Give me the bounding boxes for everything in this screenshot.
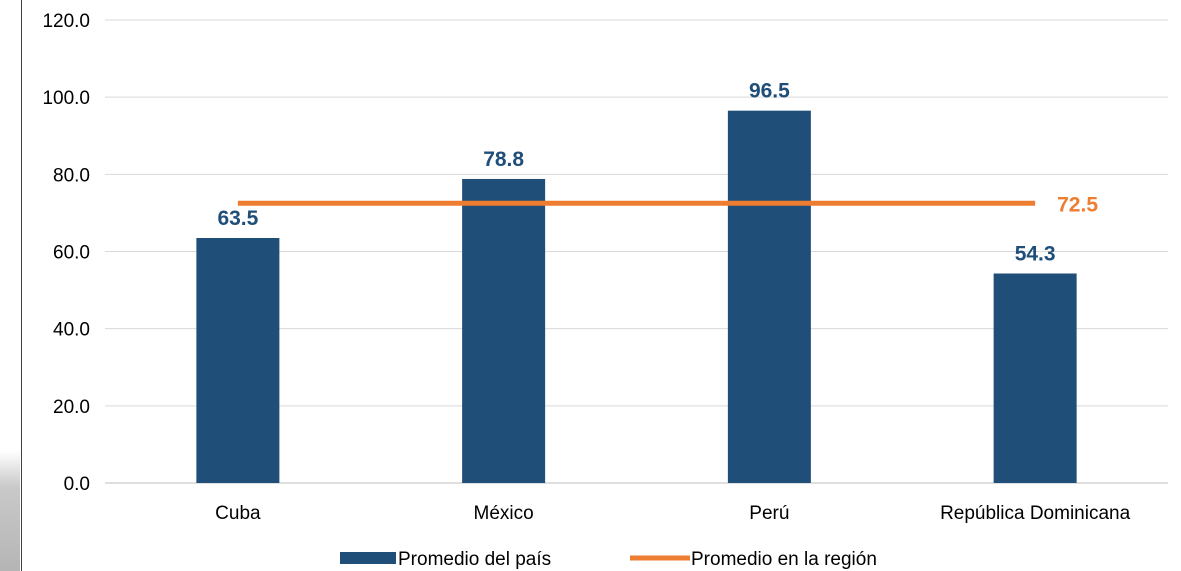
gridlines bbox=[105, 19, 1168, 484]
bar bbox=[462, 178, 546, 484]
y-tick-label: 60.0 bbox=[53, 243, 90, 264]
data-labels: 63.5 78.8 96.5 54.3 72.5 bbox=[217, 80, 1098, 266]
y-tick-label: 40.0 bbox=[53, 320, 90, 341]
bar-data-label: 54.3 bbox=[1015, 242, 1056, 265]
y-tick-label: 0.0 bbox=[64, 474, 90, 495]
y-tick-label: 100.0 bbox=[42, 88, 90, 109]
bar bbox=[993, 273, 1077, 483]
y-axis: 0.0 20.0 40.0 60.0 80.0 100.0 120.0 bbox=[42, 11, 90, 495]
legend: Promedio del país Promedio en la región bbox=[340, 549, 877, 570]
category-label: México bbox=[474, 503, 534, 524]
category-label: República Dominicana bbox=[940, 503, 1131, 524]
bar bbox=[196, 237, 280, 483]
category-label: Cuba bbox=[215, 503, 261, 524]
left-panel-shade bbox=[0, 451, 20, 571]
x-axis: Cuba México Perú República Dominicana bbox=[215, 503, 1130, 524]
legend-label-bar: Promedio del país bbox=[398, 549, 551, 570]
bars bbox=[196, 110, 1077, 484]
bar-data-label: 78.8 bbox=[483, 148, 524, 171]
legend-swatch-bar bbox=[340, 552, 396, 564]
bar-data-label: 96.5 bbox=[749, 80, 790, 103]
category-label: Perú bbox=[749, 503, 789, 524]
bar bbox=[727, 110, 811, 483]
left-panel-edge bbox=[0, 0, 22, 571]
y-tick-label: 80.0 bbox=[53, 165, 90, 186]
legend-label-line: Promedio en la región bbox=[691, 549, 877, 570]
line-data-label: 72.5 bbox=[1057, 193, 1098, 216]
y-tick-label: 120.0 bbox=[42, 11, 90, 32]
y-tick-label: 20.0 bbox=[53, 397, 90, 418]
bar-data-label: 63.5 bbox=[217, 207, 258, 230]
